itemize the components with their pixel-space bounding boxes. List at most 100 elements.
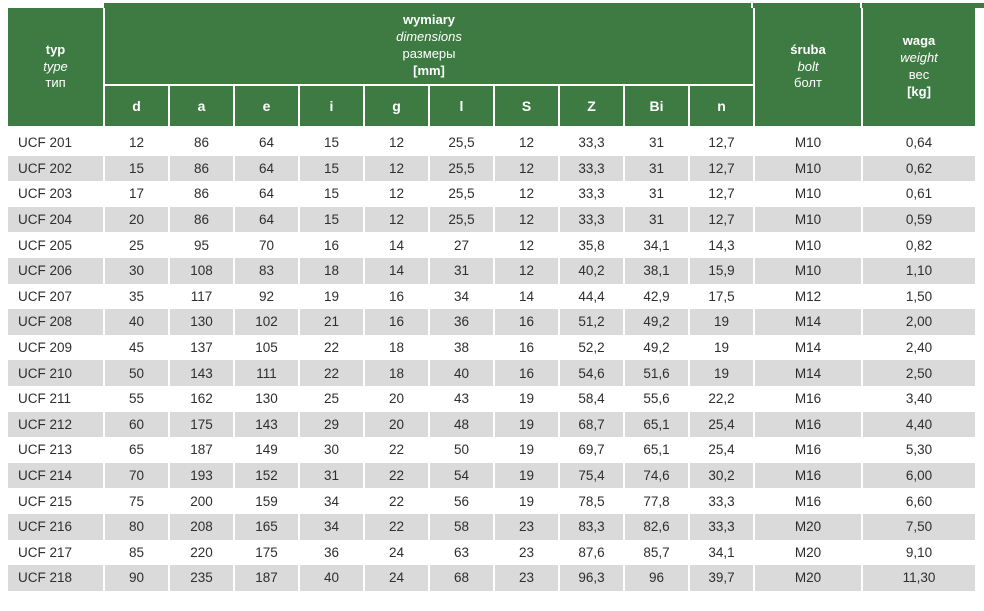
cell-g: 14 — [365, 232, 428, 258]
cell-i: 15 — [300, 155, 363, 182]
cell-g: 14 — [365, 257, 428, 284]
table-row: UCF 211 55 162 130 25 20 43 19 58,4 55,6 22,2 M16 3,… — [8, 385, 975, 412]
cell-e: 83 — [235, 257, 298, 284]
cell-weight: 2,50 — [863, 360, 975, 386]
cell-n: 33,3 — [690, 513, 753, 540]
table-row: UCF 217 85 220 175 36 24 63 23 87,6 85,7 34,1 M20 9,… — [8, 539, 975, 566]
cell-Z: 96,3 — [560, 565, 623, 591]
cell-bolt: M16 — [755, 488, 861, 514]
cell-l: 63 — [430, 539, 493, 566]
header-dimensions-en: dimensions — [396, 29, 462, 45]
cell-type: UCF 203 — [8, 181, 103, 207]
cell-e: 130 — [235, 385, 298, 412]
cell-bolt: M10 — [755, 155, 861, 182]
cell-l: 50 — [430, 437, 493, 463]
cell-S: 12 — [495, 155, 558, 182]
top-border-gap — [751, 3, 753, 8]
cell-d: 25 — [105, 232, 168, 258]
table-row: UCF 206 30 108 83 18 14 31 12 40,2 38,1 15,9 M10 1,1… — [8, 257, 975, 284]
cell-l: 34 — [430, 283, 493, 310]
cell-bolt: M20 — [755, 539, 861, 566]
cell-l: 31 — [430, 257, 493, 284]
cell-S: 16 — [495, 360, 558, 386]
cell-S: 19 — [495, 411, 558, 438]
cell-weight: 0,61 — [863, 181, 975, 207]
cell-weight: 3,40 — [863, 385, 975, 412]
header-dim-d: d — [105, 86, 168, 130]
cell-weight: 0,64 — [863, 130, 975, 156]
header-bolt-column: śruba bolt болт — [755, 8, 861, 130]
cell-S: 12 — [495, 181, 558, 207]
cell-Z: 44,4 — [560, 283, 623, 310]
cell-n: 25,4 — [690, 411, 753, 438]
cell-l: 54 — [430, 462, 493, 489]
cell-i: 15 — [300, 130, 363, 156]
cell-d: 85 — [105, 539, 168, 566]
cell-l: 38 — [430, 334, 493, 361]
table-body: UCF 201 12 86 64 15 12 25,5 12 33,3 31 12,7 M10 0,64… — [8, 130, 975, 591]
header-weight-ru: вес — [908, 67, 930, 82]
table-row: UCF 205 25 95 70 16 14 27 12 35,8 34,1 14,3 M10 0,82 — [8, 232, 975, 258]
cell-d: 90 — [105, 565, 168, 591]
header-dim-S: S — [495, 86, 558, 130]
header-bolt-en: bolt — [797, 58, 819, 74]
cell-S: 12 — [495, 232, 558, 258]
header-dimensions-unit: [mm] — [413, 62, 445, 78]
top-border-segment — [753, 3, 860, 8]
cell-Bi: 31 — [625, 130, 688, 156]
header-dim-Bi: Bi — [625, 86, 688, 130]
cell-n: 33,3 — [690, 488, 753, 514]
cell-S: 19 — [495, 385, 558, 412]
cell-i: 31 — [300, 462, 363, 489]
cell-type: UCF 217 — [8, 539, 103, 566]
cell-g: 20 — [365, 385, 428, 412]
cell-d: 80 — [105, 513, 168, 540]
header-weight-pl: waga — [902, 33, 936, 49]
spec-table: typ type тип wymiary dimensions размеры … — [6, 8, 977, 591]
cell-g: 24 — [365, 565, 428, 591]
header-dim-Z: Z — [560, 86, 623, 130]
cell-Bi: 38,1 — [625, 257, 688, 284]
cell-d: 40 — [105, 309, 168, 335]
cell-weight: 6,60 — [863, 488, 975, 514]
cell-g: 20 — [365, 411, 428, 438]
cell-bolt: M20 — [755, 565, 861, 591]
cell-e: 92 — [235, 283, 298, 310]
cell-weight: 1,50 — [863, 283, 975, 310]
cell-bolt: M14 — [755, 334, 861, 361]
cell-i: 29 — [300, 411, 363, 438]
cell-g: 18 — [365, 334, 428, 361]
cell-l: 25,5 — [430, 155, 493, 182]
cell-weight: 2,00 — [863, 309, 975, 335]
table-row: UCF 214 70 193 152 31 22 54 19 75,4 74,6 30,2 M16 6,… — [8, 462, 975, 489]
cell-weight: 5,30 — [863, 437, 975, 463]
cell-type: UCF 218 — [8, 565, 103, 591]
cell-a: 95 — [170, 232, 233, 258]
cell-e: 165 — [235, 513, 298, 540]
cell-i: 21 — [300, 309, 363, 335]
cell-a: 200 — [170, 488, 233, 514]
cell-type: UCF 201 — [8, 130, 103, 156]
cell-i: 40 — [300, 565, 363, 591]
header-weight-column: waga weight вес [kg] — [863, 8, 975, 130]
cell-type: UCF 206 — [8, 257, 103, 284]
cell-Bi: 65,1 — [625, 437, 688, 463]
cell-n: 14,3 — [690, 232, 753, 258]
cell-d: 50 — [105, 360, 168, 386]
cell-d: 20 — [105, 206, 168, 233]
cell-Z: 68,7 — [560, 411, 623, 438]
cell-bolt: M16 — [755, 385, 861, 412]
header-weight-en: weight — [900, 50, 938, 66]
cell-type: UCF 211 — [8, 385, 103, 412]
cell-n: 12,7 — [690, 206, 753, 233]
header-bolt-pl: śruba — [790, 41, 826, 57]
cell-type: UCF 216 — [8, 513, 103, 540]
cell-bolt: M10 — [755, 257, 861, 284]
cell-type: UCF 204 — [8, 206, 103, 233]
cell-Bi: 49,2 — [625, 334, 688, 361]
cell-Bi: 77,8 — [625, 488, 688, 514]
cell-S: 16 — [495, 334, 558, 361]
cell-S: 23 — [495, 539, 558, 566]
cell-weight: 9,10 — [863, 539, 975, 566]
